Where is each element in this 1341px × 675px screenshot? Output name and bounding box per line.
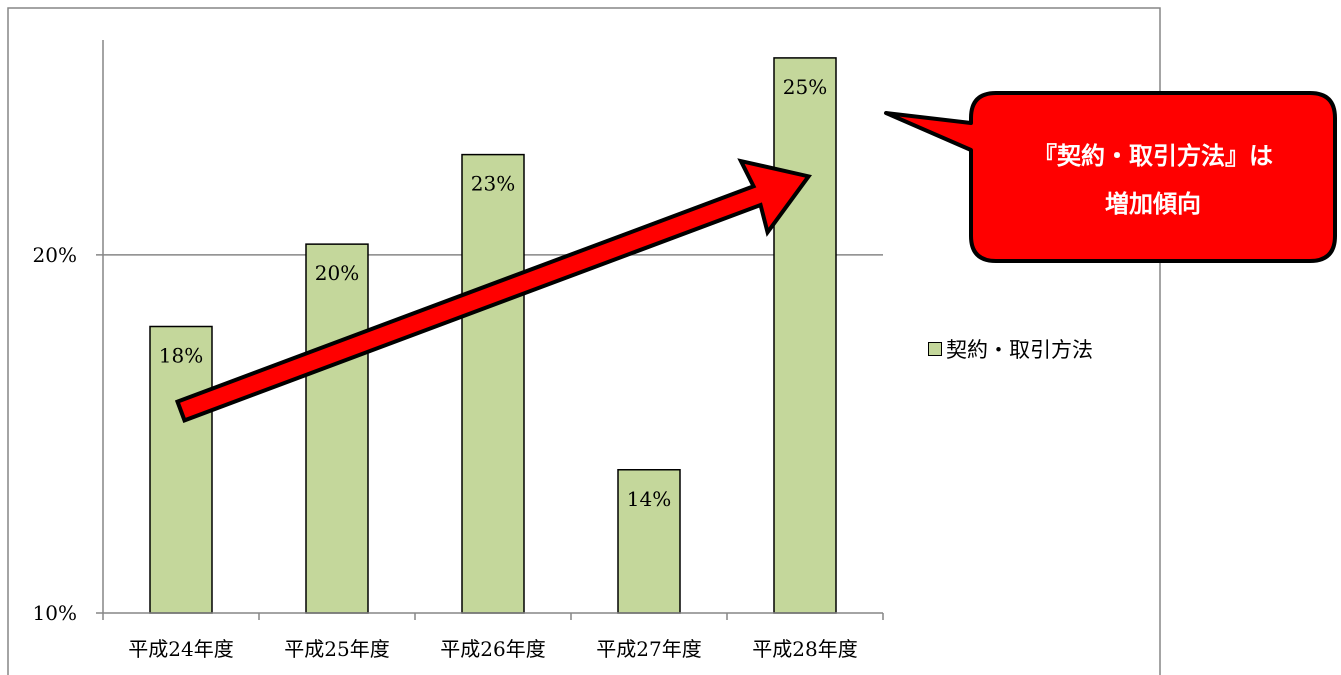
x-tick-label: 平成28年度 (752, 637, 857, 661)
labels: 10% 20% 18% 平成24年度 20% 平成25年度 23% 平成26年度 14% 平成27… (33, 75, 858, 661)
callout-bubble: 『契約・取引方法』は 増加傾向 (884, 91, 1337, 263)
bar (149, 325, 213, 614)
x-tick-label: 平成24年度 (128, 637, 233, 661)
callout-line-1: 『契約・取引方法』は (1033, 142, 1273, 170)
legend-label: 契約・取引方法 (946, 338, 1093, 362)
x-tick-label: 平成26年度 (440, 637, 545, 661)
trend-arrow (174, 158, 812, 423)
data-label: 25% (783, 75, 827, 99)
bar (617, 469, 681, 614)
data-label: 23% (471, 172, 515, 196)
data-label: 14% (627, 487, 671, 511)
bar (461, 153, 525, 614)
y-tick-label: 10% (33, 601, 77, 625)
trend-arrow-shape (174, 158, 812, 423)
callout-line-2: 増加傾向 (1105, 190, 1201, 218)
bar (773, 57, 837, 614)
legend-swatch (928, 342, 942, 356)
x-tick-label: 平成25年度 (284, 637, 389, 661)
x-tick-label: 平成27年度 (596, 637, 701, 661)
y-tick-label: 20% (33, 243, 77, 267)
legend: 契約・取引方法 (928, 334, 1093, 364)
data-label: 18% (159, 344, 203, 368)
bar (305, 243, 369, 614)
axes (96, 40, 884, 620)
bars (149, 57, 837, 614)
data-label: 20% (315, 261, 359, 285)
callout-shape (884, 91, 1337, 263)
